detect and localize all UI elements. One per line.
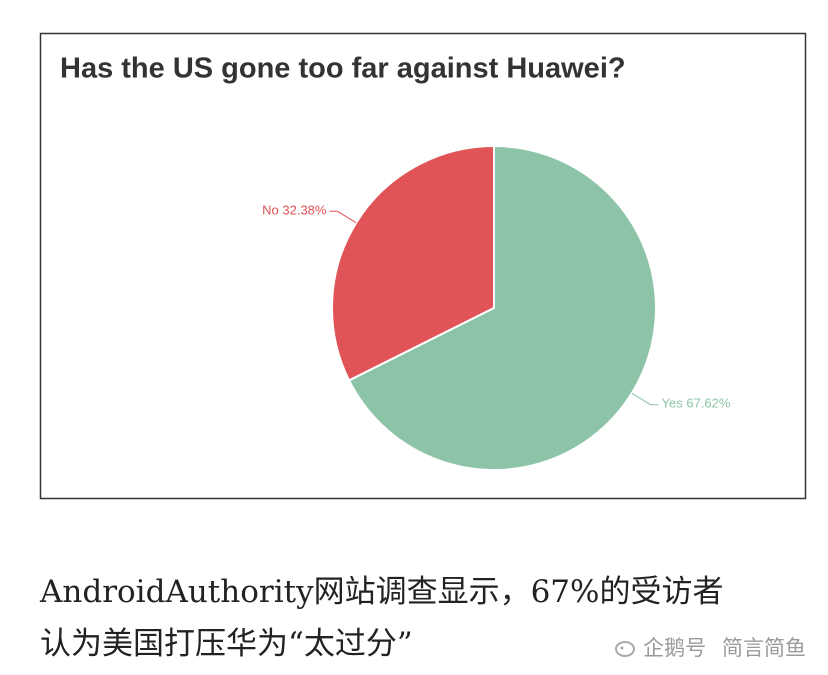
caption-line: AndroidAuthority网站调查显示，67%的受访者 <box>40 574 724 610</box>
leader-line <box>329 210 357 224</box>
watermark-author: 简言简鱼 <box>722 637 806 660</box>
caption-line: 认为美国打压华为“太过分” <box>40 626 413 662</box>
pie-slice <box>347 144 657 471</box>
slice-label: No 32.38% <box>262 203 327 218</box>
slice-label: Yes 67.62% <box>662 396 731 411</box>
slice-value: 67.62% <box>686 396 731 411</box>
chart-title: Has the US gone too far against Huawei? <box>60 53 626 85</box>
pie-slice <box>331 144 495 382</box>
slice-value: 32.38% <box>282 203 327 218</box>
slice-category: No <box>262 203 279 218</box>
watermark-icon <box>615 641 636 657</box>
leader-line <box>631 392 659 406</box>
watermark: 企鹅号 简言简鱼 <box>613 632 806 662</box>
chart: Has the US gone too far against Huawei? … <box>39 32 807 500</box>
slice-category: Yes <box>662 396 684 411</box>
watermark-source: 企鹅号 <box>643 637 707 660</box>
